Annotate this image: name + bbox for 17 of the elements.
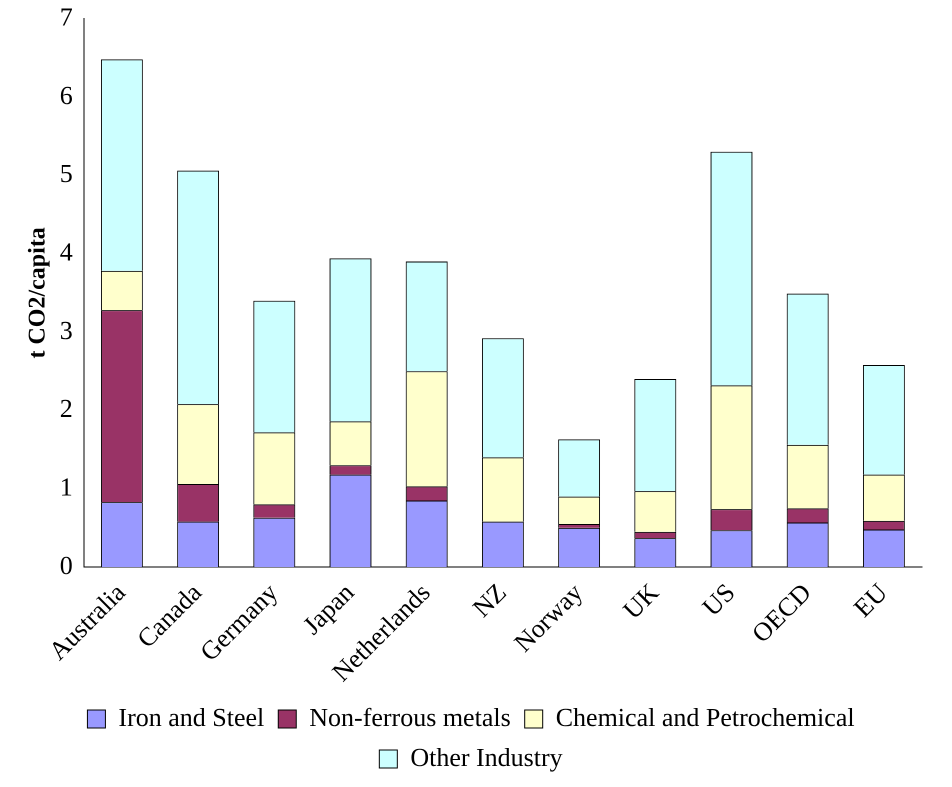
y-tick-label: 3 xyxy=(60,316,73,345)
y-tick-label: 2 xyxy=(60,394,73,424)
legend-label: Chemical and Petrochemical xyxy=(556,702,855,732)
y-tick-label: 6 xyxy=(60,80,73,110)
x-tick-label: US xyxy=(696,578,741,622)
y-tick-label: 0 xyxy=(60,550,73,580)
y-tick-label: 5 xyxy=(60,159,73,188)
y-axis-title: t CO2/capita xyxy=(24,227,51,359)
y-tick-label: 1 xyxy=(60,472,73,502)
y-tick-label: 7 xyxy=(60,2,73,32)
legend-label: Iron and Steel xyxy=(118,702,264,732)
legend-label: Non-ferrous metals xyxy=(309,702,511,732)
legend-label: Other Industry xyxy=(410,742,563,772)
x-tick-label: NZ xyxy=(466,578,512,623)
y-tick-label: 4 xyxy=(60,238,73,267)
x-tick-label: EU xyxy=(848,578,894,623)
x-tick-label: UK xyxy=(617,578,665,625)
